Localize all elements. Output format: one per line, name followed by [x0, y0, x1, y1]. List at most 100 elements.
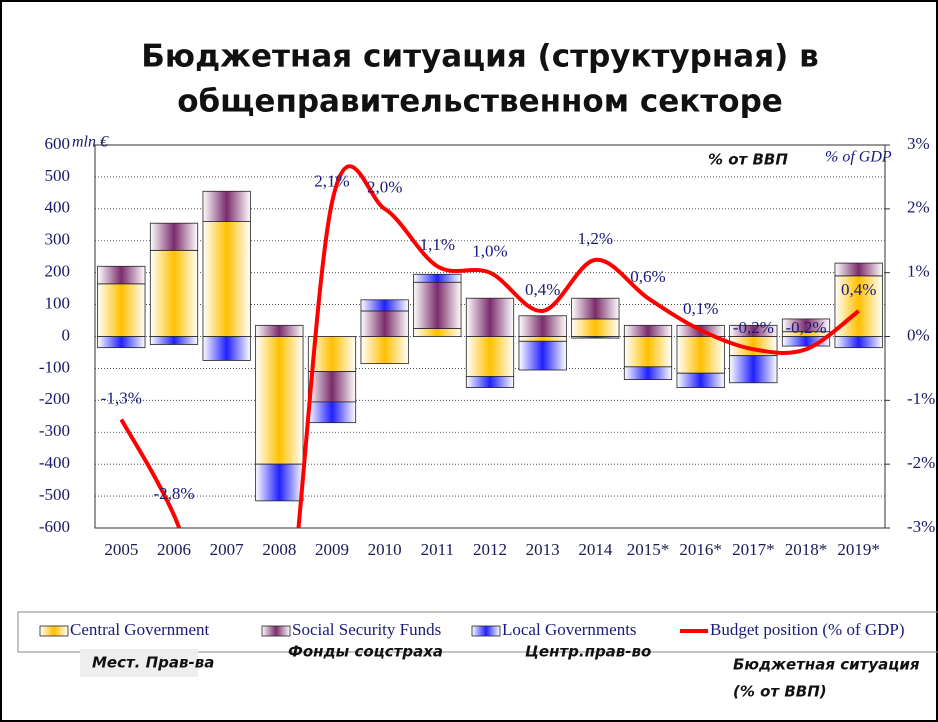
- bar-segment: [255, 336, 304, 465]
- data-label: 1,1%: [420, 235, 455, 254]
- y-tick-label: 300: [45, 230, 71, 249]
- legend-box: [17, 611, 938, 653]
- bar-segment: [97, 283, 146, 337]
- y-tick-label: 100: [45, 293, 71, 312]
- bar-segment: [729, 324, 778, 337]
- x-tick-label: 2008: [262, 540, 296, 559]
- x-tick-label: 2014: [578, 540, 613, 559]
- x-tick-label: 2010: [368, 540, 402, 559]
- bar-segment: [149, 222, 199, 251]
- chart-title: общеправительственном секторе: [177, 84, 783, 120]
- legend-ru: Мест. Прав-ва: [92, 654, 214, 672]
- y-tick-label: -100: [39, 357, 70, 376]
- bar-segment: [255, 463, 304, 502]
- bar-segment: [97, 336, 146, 349]
- bar-segment: [413, 273, 462, 283]
- bar-segment: [518, 315, 567, 337]
- y-tick-label: -300: [39, 421, 70, 440]
- bar-segment: [623, 324, 673, 337]
- legend-swatch: [471, 625, 501, 637]
- legend-ru: (% от ВВП): [733, 683, 827, 701]
- bar-segment: [149, 249, 199, 337]
- bar-segment: [202, 336, 251, 361]
- bar-segment: [676, 372, 725, 388]
- y2-tick-label: -2%: [907, 453, 935, 472]
- data-label: 0,4%: [525, 280, 560, 299]
- bar-segment: [781, 318, 831, 333]
- y2-tick-label: 1%: [907, 262, 930, 281]
- bar-segment: [360, 336, 409, 365]
- y2-tick-label: 2%: [907, 198, 930, 217]
- data-label: 1,2%: [578, 229, 613, 248]
- data-label: -0,2%: [785, 318, 826, 337]
- plot-area: [94, 144, 886, 529]
- budget-line: [119, 164, 860, 528]
- legend-swatch: [261, 625, 291, 637]
- legend-label: Central Government: [70, 620, 210, 639]
- data-label: -2,8%: [153, 484, 194, 503]
- bar-segment: [360, 310, 409, 337]
- x-tick-label: 2005: [104, 540, 138, 559]
- x-tick-label: 2017*: [732, 540, 775, 559]
- y2-tick-label: 3%: [907, 134, 930, 153]
- y-tick-label: -400: [39, 453, 70, 472]
- bar-segment: [518, 336, 567, 342]
- x-tick-label: 2013: [526, 540, 560, 559]
- bar-segment: [360, 299, 409, 312]
- bar-segment: [571, 297, 620, 320]
- bar-segment: [623, 366, 673, 380]
- data-label: 0,4%: [841, 280, 876, 299]
- x-tick-label: 2011: [421, 540, 454, 559]
- bar-segment: [307, 371, 357, 403]
- legend-label: Budget position (% of GDP): [710, 620, 905, 639]
- bar-segment: [623, 336, 673, 368]
- x-tick-label: 2018*: [785, 540, 828, 559]
- bar-segment: [676, 336, 725, 374]
- bar-segment: [97, 265, 146, 285]
- data-label: 2,0%: [367, 178, 402, 197]
- bar-segment: [834, 262, 883, 277]
- y-tick-label: -200: [39, 389, 70, 408]
- bar-segment: [834, 336, 883, 349]
- bar-segment: [729, 355, 778, 384]
- legend-label: Local Governments: [502, 620, 637, 639]
- y-tick-label: -500: [39, 485, 70, 504]
- data-label: 2,1%: [314, 171, 349, 190]
- x-tick-label: 2009: [315, 540, 349, 559]
- chart-title: Бюджетная ситуация (структурная) в: [141, 39, 818, 75]
- y2-tick-label: 0%: [907, 325, 930, 344]
- bar-segment: [413, 328, 462, 337]
- x-tick-label: 2006: [157, 540, 191, 559]
- bar-segment: [307, 401, 357, 424]
- data-label: -1,3%: [101, 388, 142, 407]
- y2-tick-label: -3%: [907, 517, 935, 536]
- legend-ru: Фонды соцстраха: [288, 643, 443, 661]
- y-tick-label: 400: [45, 198, 71, 217]
- bar-segment: [202, 190, 251, 222]
- bar-segment: [202, 221, 251, 337]
- bar-segment: [465, 336, 515, 377]
- bar-segment: [465, 297, 515, 337]
- legend-ru: Бюджетная ситуация: [733, 656, 920, 674]
- y-tick-label: 600: [45, 134, 71, 153]
- legend-ru: Центр.прав-во: [525, 643, 651, 661]
- y-axis-label: mln €: [72, 134, 109, 151]
- data-label: 0,6%: [630, 267, 665, 286]
- y-tick-label: -600: [39, 517, 70, 536]
- x-tick-label: 2016*: [679, 540, 722, 559]
- x-tick-label: 2019*: [837, 540, 880, 559]
- y2-tick-label: -1%: [907, 389, 935, 408]
- data-label: 1,0%: [472, 242, 507, 261]
- label-bg: [80, 649, 198, 677]
- bar-segment: [255, 324, 304, 337]
- y2-axis-label: % от ВВП: [708, 151, 788, 169]
- bar-segment: [571, 318, 620, 337]
- bar-segment: [571, 336, 620, 339]
- bar-segment: [413, 281, 462, 329]
- bar-segment: [149, 336, 199, 345]
- x-tick-label: 2015*: [627, 540, 670, 559]
- y-tick-label: 0: [62, 325, 71, 344]
- y2-axis-label: % of GDP: [825, 149, 892, 166]
- x-tick-label: 2012: [473, 540, 507, 559]
